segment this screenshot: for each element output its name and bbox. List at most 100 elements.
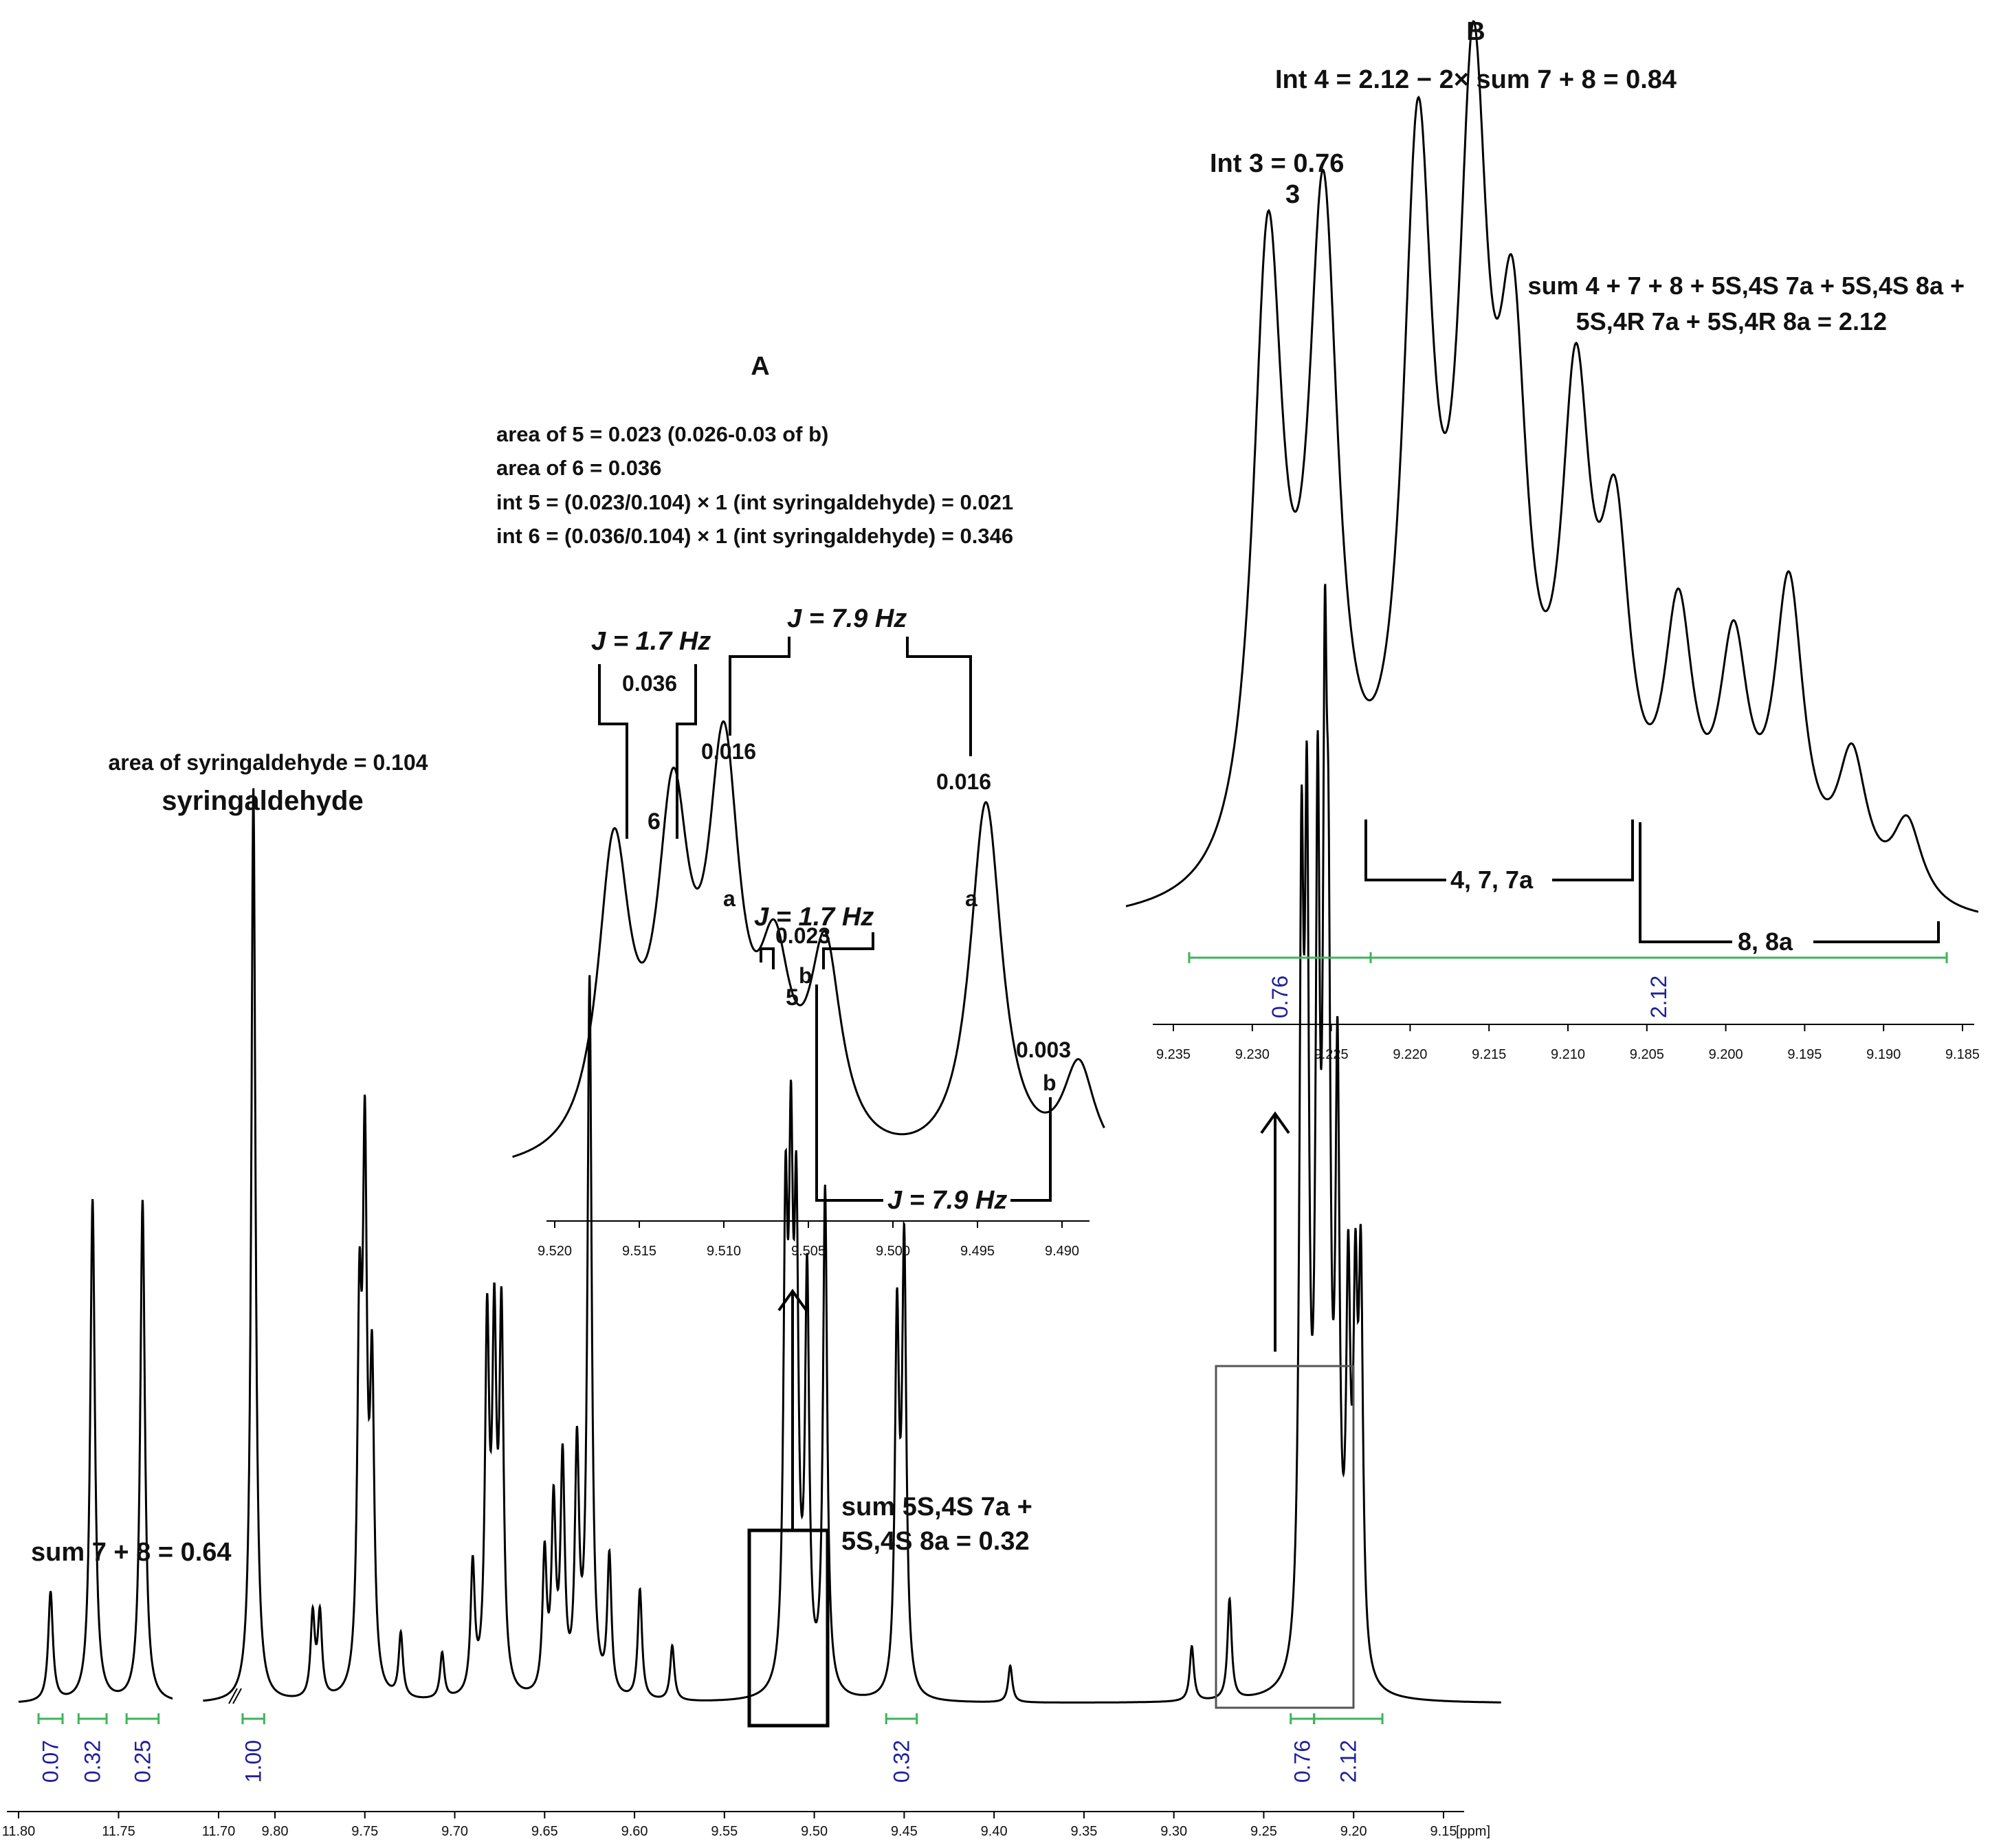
integral-value-label: 0.32 (80, 1740, 105, 1783)
coupling-bracket (815, 984, 883, 1202)
main-x-axis: 11.80 11.75 11.70 9.80 9.75 9.70 9.65 9.60 9.55 9… (2, 1811, 1490, 1839)
peak-label-5: 5 (786, 984, 799, 1011)
x-tick-label: 9.200 (1709, 1047, 1743, 1062)
coupling-bracket (1010, 1097, 1052, 1202)
x-tick-label: 9.45 (891, 1824, 918, 1839)
inset-a-text-line4: int 6 = (0.036/0.104) × 1 (int syringald… (496, 524, 1013, 548)
inset-a-text-line3: int 5 = (0.023/0.104) × 1 (int syringald… (496, 490, 1013, 514)
x-tick-label: 9.220 (1393, 1047, 1427, 1062)
main-integrals: 0.07 0.32 0.25 1.00 0.32 0.76 2.12 (37, 1713, 1384, 1783)
integral-value-label: 0.07 (38, 1740, 63, 1783)
x-tick-label: 9.65 (531, 1824, 558, 1839)
x-tick-label: 9.20 (1340, 1824, 1367, 1839)
inset-a-text-line2: area of 6 = 0.036 (496, 456, 661, 480)
integral-value-label: 1.00 (241, 1740, 266, 1783)
x-tick-label: 9.235 (1156, 1047, 1191, 1062)
coupling-bracket (598, 664, 628, 839)
group-label-4-7-7a: 4, 7, 7a (1450, 866, 1534, 894)
value-label: 0.003 (1016, 1037, 1071, 1062)
group-label-8-8a: 8, 8a (1738, 927, 1793, 956)
inset-b-integrals: 0.76 2.12 (1188, 952, 1948, 1018)
sum-label-line2: 5S,4R 7a + 5S,4R 8a = 2.12 (1576, 307, 1887, 336)
x-tick-label: 9.520 (538, 1244, 572, 1259)
inset-b: 9.235 9.230 9.225 9.220 9.215 9.210 9.205 9.200… (1125, 17, 1980, 1062)
peak-label-b: b (1043, 1070, 1057, 1095)
x-tick-label: 9.515 (622, 1244, 656, 1259)
x-tick-label: 9.510 (707, 1244, 741, 1259)
coupling-bracket (676, 664, 697, 839)
arrow-to-a-head (777, 1288, 808, 1312)
int3-label: Int 3 = 0.76 (1210, 149, 1344, 178)
peak-label-b: b (799, 963, 812, 988)
coupling-bracket (760, 947, 775, 969)
value-label: 0.016 (936, 769, 991, 794)
integral-value-label: 2.12 (1646, 976, 1671, 1018)
value-label: 0.016 (701, 739, 756, 764)
x-tick-label: 9.35 (1070, 1824, 1097, 1839)
x-tick-label: 9.495 (960, 1244, 995, 1259)
coupling-label: J = 1.7 Hz (591, 627, 711, 656)
x-tick-label: 9.25 (1250, 1824, 1277, 1839)
x-tick-label: 9.30 (1160, 1824, 1187, 1839)
inset-b-title: B (1466, 17, 1485, 46)
axis-break-mark (228, 1688, 238, 1704)
area-syringaldehyde-label: area of syringaldehyde = 0.104 (108, 750, 428, 775)
group-bracket (1639, 822, 1732, 943)
sum-5s4s-label-line1: sum 5S,4S 7a + (841, 1493, 1032, 1521)
x-tick-label: 9.185 (1945, 1047, 1980, 1062)
sum-5s4s-label-line2: 5S,4S 8a = 0.32 (841, 1527, 1030, 1556)
main-spectrum-trace-right (203, 584, 1501, 1704)
inset-b-trace (1125, 20, 1979, 913)
inset-a-x-axis: 9.520 9.515 9.510 9.505 9.500 9.495 9.490 (538, 1221, 1079, 1259)
x-tick-label: 9.80 (262, 1824, 289, 1839)
x-tick-label: 9.75 (351, 1824, 378, 1839)
integral-value-label: 0.76 (1268, 976, 1292, 1018)
main-spectrum-trace-left (18, 1198, 173, 1703)
arrow-to-b-head (1260, 1111, 1290, 1134)
coupling-bracket (906, 637, 972, 756)
group-bracket (1552, 820, 1634, 881)
x-tick-label: 9.500 (876, 1244, 910, 1259)
value-label: 0.023 (775, 923, 830, 948)
axis-break-mark (232, 1688, 242, 1704)
x-tick-label: 9.215 (1472, 1047, 1506, 1062)
peak-label-a: a (723, 886, 736, 911)
x-axis-unit: [ppm] (1456, 1824, 1490, 1839)
coupling-bracket (822, 932, 874, 969)
inset-a-title: A (751, 352, 769, 381)
inset-a: 9.520 9.515 9.510 9.505 9.500 9.495 9.490 A ar… (496, 352, 1105, 1259)
x-tick-label: 9.60 (621, 1824, 648, 1839)
x-tick-label: 9.190 (1866, 1047, 1901, 1062)
x-tick-label: 9.70 (441, 1824, 468, 1839)
x-tick-label: 11.75 (102, 1824, 135, 1839)
x-tick-label: 9.205 (1630, 1047, 1664, 1062)
group-bracket (1364, 820, 1446, 881)
x-tick-label: 9.40 (981, 1824, 1008, 1839)
zoom-box-b (1215, 1365, 1355, 1709)
coupling-label: J = 7.9 Hz (887, 1186, 1007, 1215)
peak-label-a: a (965, 886, 977, 911)
peak-label-3: 3 (1285, 180, 1300, 209)
main-spectrum: 11.80 11.75 11.70 9.80 9.75 9.70 9.65 9.60 9.55 9… (2, 584, 1501, 1839)
zoom-box-a (747, 1528, 830, 1728)
x-tick-label: 9.230 (1235, 1047, 1270, 1062)
x-tick-label: 9.15 (1430, 1824, 1457, 1839)
integral-value-label: 2.12 (1336, 1740, 1360, 1783)
sum-7-8-label: sum 7 + 8 = 0.64 (31, 1538, 232, 1567)
x-tick-label: 9.55 (711, 1824, 738, 1839)
syringaldehyde-label: syringaldehyde (162, 786, 363, 816)
value-label: 0.036 (622, 671, 677, 696)
peak-label-6: 6 (648, 808, 661, 835)
coupling-bracket (729, 637, 791, 736)
x-tick-label: 9.210 (1551, 1047, 1585, 1062)
x-tick-label: 9.50 (801, 1824, 828, 1839)
x-tick-label: 9.195 (1787, 1047, 1822, 1062)
integral-value-label: 0.76 (1290, 1740, 1315, 1783)
int4-label: Int 4 = 2.12 − 2× sum 7 + 8 = 0.84 (1275, 65, 1677, 94)
coupling-label: J = 1.7 Hz (754, 903, 874, 932)
x-tick-label: 9.225 (1314, 1047, 1349, 1062)
x-tick-label: 9.505 (791, 1244, 826, 1259)
integral-value-label: 0.32 (889, 1740, 914, 1783)
